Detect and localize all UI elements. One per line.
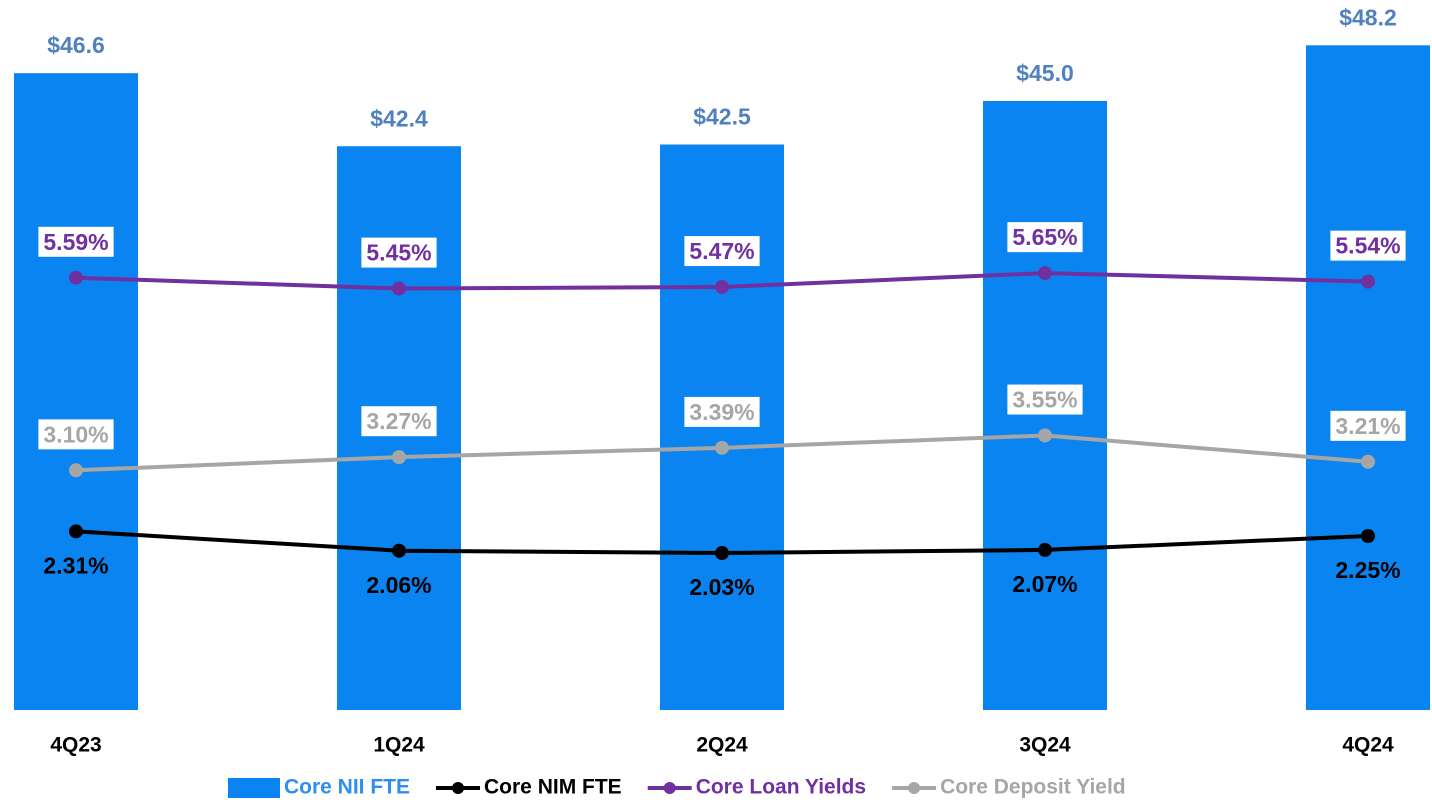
line-marker <box>69 524 83 539</box>
bar-value-label: $45.0 <box>1016 60 1074 86</box>
line-marker <box>715 546 729 561</box>
line-marker <box>1361 454 1375 469</box>
line-marker <box>392 450 406 465</box>
line-value-label: 5.47% <box>689 238 754 264</box>
line-marker <box>1361 274 1375 289</box>
label-layer: $46.6 $42.4 $42.5 $45.0 $48.2 2.31% 2.06% 2.03%… <box>38 4 1406 600</box>
line-marker <box>1361 529 1375 543</box>
x-tick-label: 1Q24 <box>373 734 425 757</box>
label-box <box>361 237 437 268</box>
line-marker <box>1038 266 1052 281</box>
label-box <box>1330 230 1406 261</box>
bar-value-label: $48.2 <box>1339 4 1397 30</box>
line-marker <box>392 543 406 558</box>
line-marker <box>1038 542 1052 557</box>
bar-value-label: $42.4 <box>370 105 428 131</box>
line-value-label: 5.65% <box>1012 224 1077 250</box>
x-tick-label: 3Q24 <box>1019 734 1071 757</box>
line-marker <box>69 270 83 285</box>
line-value-label: 3.55% <box>1012 387 1077 413</box>
bar-layer <box>14 45 1430 711</box>
bar-value-label: $46.6 <box>47 32 105 58</box>
label-box <box>361 406 437 437</box>
label-box <box>38 226 114 257</box>
line-value-label: 3.27% <box>366 408 431 434</box>
legend-marker <box>663 782 676 794</box>
line-value-label: 3.21% <box>1335 413 1400 439</box>
label-box <box>1007 222 1083 253</box>
label-box <box>684 236 760 267</box>
line-value-label: 2.31% <box>43 552 108 578</box>
line-layer <box>69 266 1375 561</box>
legend-label: Core NII FTE <box>284 776 410 799</box>
label-box <box>1007 384 1083 415</box>
legend-marker <box>452 782 465 794</box>
line-value-label: 2.06% <box>366 572 431 598</box>
line-value-label: 5.45% <box>366 240 431 266</box>
legend-marker <box>908 782 921 794</box>
line-marker <box>392 281 406 296</box>
bar <box>1306 45 1430 710</box>
x-tick-label: 2Q24 <box>696 734 748 757</box>
line-marker <box>69 463 83 478</box>
line-value-label: 3.10% <box>43 421 108 447</box>
line-value-label: 2.07% <box>1012 571 1077 597</box>
line-value-label: 3.39% <box>689 399 754 425</box>
line-marker <box>715 440 729 455</box>
bar <box>14 73 138 710</box>
x-axis: 4Q23 1Q24 2Q24 3Q24 4Q24 <box>50 734 1394 757</box>
bar-value-label: $42.5 <box>693 104 751 130</box>
label-box <box>38 419 114 450</box>
legend-label: Core NIM FTE <box>484 776 622 799</box>
label-box <box>1330 410 1406 441</box>
line-marker <box>715 279 729 294</box>
x-tick-label: 4Q23 <box>50 734 101 757</box>
line-marker <box>1038 428 1052 443</box>
line-value-label: 5.59% <box>43 229 108 255</box>
legend-label: Core Deposit Yield <box>940 776 1126 799</box>
line-value-label: 5.54% <box>1335 233 1400 259</box>
line-value-label: 2.25% <box>1335 557 1400 583</box>
legend-swatch <box>228 778 280 798</box>
legend: Core NII FTE Core NIM FTE Core Loan Yields… <box>228 776 1126 799</box>
legend-label: Core Loan Yields <box>696 776 866 799</box>
bar <box>660 144 784 710</box>
line-value-label: 2.03% <box>689 574 754 600</box>
x-tick-label: 4Q24 <box>1342 734 1394 757</box>
label-box <box>684 396 760 427</box>
